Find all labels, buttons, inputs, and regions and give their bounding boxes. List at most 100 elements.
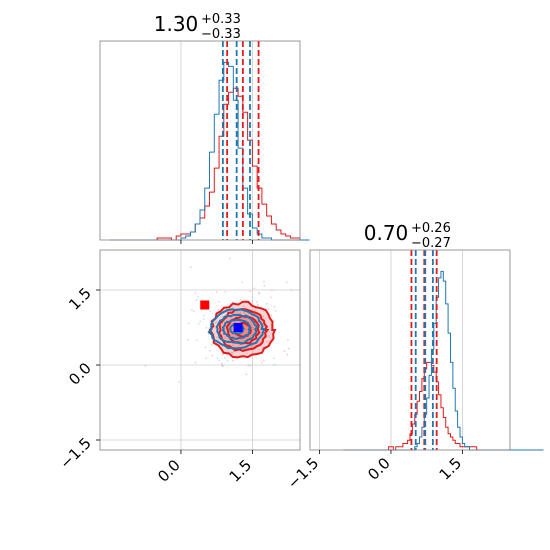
- contour-blue: [207, 308, 267, 350]
- marker-blue: [233, 323, 243, 332]
- sample-point: [222, 364, 225, 367]
- sample-point: [286, 353, 289, 356]
- sample-point: [271, 289, 273, 292]
- sample-point: [266, 340, 268, 343]
- sample-point: [287, 347, 290, 350]
- histogram-panel-top: [99, 40, 310, 244]
- contour-blue: [221, 318, 252, 340]
- sample-point: [249, 290, 251, 293]
- hist-step-red: [109, 87, 310, 241]
- sample-point: [239, 311, 242, 314]
- sample-point: [199, 320, 201, 323]
- sample-point: [218, 359, 220, 362]
- sample-point: [258, 291, 260, 294]
- panel1-title: 1.30: [154, 12, 199, 36]
- sample-point: [273, 357, 275, 360]
- sample-point: [228, 257, 231, 260]
- sample-point: [290, 289, 293, 292]
- sample-point: [226, 353, 228, 356]
- sample-point: [224, 290, 226, 293]
- sample-point: [261, 315, 264, 318]
- sample-point: [265, 317, 268, 319]
- x-tick-label: 1.5: [226, 456, 256, 486]
- sample-point: [194, 292, 197, 294]
- sample-point: [213, 333, 216, 336]
- sample-point: [253, 287, 256, 290]
- y-tick-label: −1.5: [56, 434, 94, 472]
- sample-point: [246, 352, 248, 355]
- x-tick-label: −1.5: [284, 454, 322, 492]
- sample-point: [256, 303, 259, 306]
- sample-point: [195, 339, 198, 342]
- sample-point: [283, 350, 286, 352]
- sample-point: [263, 359, 265, 362]
- sample-point: [243, 305, 245, 307]
- sample-point: [260, 361, 263, 364]
- panel1-title-sub: −0.33: [201, 27, 241, 42]
- sample-point: [221, 362, 223, 365]
- sample-point: [258, 348, 260, 351]
- sample-point: [224, 356, 226, 359]
- sample-point: [144, 365, 147, 367]
- sample-point: [221, 353, 224, 356]
- sample-point: [215, 291, 218, 293]
- sample-point: [203, 314, 205, 317]
- sample-point: [274, 363, 277, 366]
- sample-point: [178, 381, 180, 383]
- hist-step-red: [343, 361, 544, 451]
- y-tick-label: 0.0: [65, 359, 95, 389]
- sample-point: [285, 281, 288, 283]
- sample-point: [197, 295, 199, 298]
- y-tick-label: 1.5: [65, 284, 95, 314]
- sample-point: [270, 296, 272, 299]
- sample-point: [256, 301, 258, 303]
- sample-point: [226, 319, 228, 322]
- sample-point: [221, 365, 223, 368]
- sample-point: [194, 361, 197, 364]
- sample-point: [218, 338, 220, 341]
- sample-point: [272, 364, 275, 366]
- panel-frame: [309, 249, 511, 451]
- x-tick-label: 0.0: [154, 456, 184, 486]
- sample-point: [248, 313, 250, 316]
- sample-point: [273, 305, 276, 308]
- sample-point: [211, 354, 214, 357]
- panel2-title: 0.70: [364, 221, 409, 245]
- sample-point: [268, 334, 270, 337]
- sample-point: [265, 303, 268, 305]
- panel2-title-sub: −0.27: [411, 236, 451, 251]
- x-tick-label: 0.0: [364, 454, 394, 484]
- sample-point: [231, 352, 234, 355]
- sample-point: [232, 305, 234, 308]
- sample-point: [236, 312, 238, 314]
- hist-step-blue: [343, 270, 544, 451]
- sample-point: [209, 350, 211, 352]
- panel1-title-sup: +0.33: [201, 12, 241, 27]
- sample-point: [209, 310, 211, 312]
- sample-point: [216, 321, 218, 324]
- sample-point: [226, 359, 229, 362]
- sample-point: [195, 299, 198, 302]
- sample-point: [187, 338, 189, 341]
- sample-point: [249, 364, 252, 367]
- sample-point: [247, 364, 249, 367]
- sample-point: [214, 321, 217, 324]
- sample-point: [187, 322, 190, 325]
- sample-point: [224, 337, 226, 339]
- sample-point: [221, 316, 224, 318]
- sample-point: [205, 357, 208, 359]
- sample-point: [274, 309, 277, 312]
- sample-point: [217, 336, 219, 338]
- sample-point: [254, 308, 257, 310]
- histogram-panel-bottom-right: −1.5 0.0 1.5: [284, 249, 544, 493]
- sample-point: [287, 339, 289, 341]
- sample-point: [193, 310, 195, 313]
- sample-point: [245, 373, 248, 375]
- scatter-panel-bottom-left: 0.0 1.5 −1.5 0.0 1.5: [56, 249, 301, 486]
- sample-point: [270, 314, 273, 317]
- sample-point: [241, 281, 244, 284]
- sample-point: [202, 318, 205, 320]
- sample-point: [239, 299, 242, 301]
- sample-point: [243, 312, 246, 314]
- sample-point: [251, 300, 254, 302]
